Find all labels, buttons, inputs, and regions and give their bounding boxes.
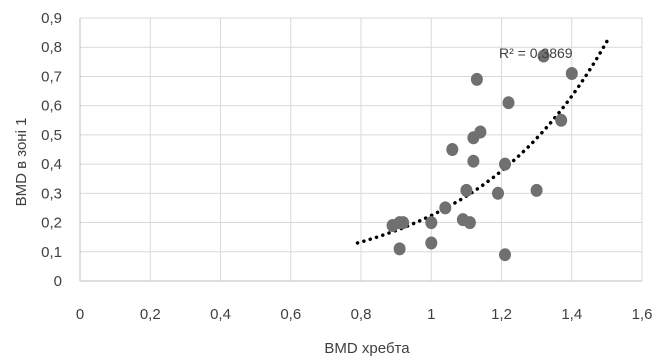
y-axis-title: BMD в зоні 1 xyxy=(13,118,30,207)
data-point xyxy=(492,186,504,200)
y-tick-label: 0,8 xyxy=(41,39,62,56)
y-tick-label: 0 xyxy=(54,273,62,290)
y-tick-label: 0,9 xyxy=(41,10,62,27)
x-tick-label: 0,6 xyxy=(280,306,301,323)
data-point xyxy=(467,154,480,168)
data-point xyxy=(502,96,515,110)
y-tick-label: 0,3 xyxy=(41,185,62,202)
data-point xyxy=(565,67,578,80)
x-tick-label: 1 xyxy=(427,306,435,323)
data-point xyxy=(499,157,511,171)
x-tick-label: 1,2 xyxy=(491,306,512,323)
x-tick-label: 0,2 xyxy=(140,306,161,323)
data-point xyxy=(393,242,406,256)
y-tick-label: 0,5 xyxy=(41,127,62,144)
trendline-group xyxy=(355,39,609,245)
data-point xyxy=(530,183,543,197)
y-tick-label: 0,4 xyxy=(41,156,62,173)
y-tick-label: 0,2 xyxy=(41,215,62,232)
x-tick-label: 0 xyxy=(76,306,84,323)
y-tick-label: 0,7 xyxy=(41,68,62,85)
x-axis-title: BMD хребта xyxy=(324,340,410,357)
data-point xyxy=(460,183,473,197)
data-point xyxy=(425,216,438,230)
data-point xyxy=(499,248,511,262)
data-point xyxy=(425,236,438,250)
data-point xyxy=(555,113,568,127)
data-point xyxy=(470,72,483,86)
x-tick-label: 1,4 xyxy=(561,306,582,323)
data-point xyxy=(537,49,550,63)
grid-lines xyxy=(79,17,643,282)
y-tick-labels: 0 0,1 0,2 0,3 0,4 0,5 0,6 0,7 0,8 0,9 xyxy=(41,10,62,290)
y-tick-label: 0,1 xyxy=(41,244,62,261)
data-point xyxy=(474,125,487,139)
x-tick-label: 1,6 xyxy=(632,306,653,323)
data-point xyxy=(446,143,459,156)
data-points xyxy=(386,49,578,262)
x-tick-label: 0,4 xyxy=(210,306,231,323)
x-tick-label: 0,8 xyxy=(351,306,372,323)
trendline xyxy=(355,39,609,245)
x-tick-labels: 0 0,2 0,4 0,6 0,8 1 1,2 1,4 1,6 xyxy=(76,306,653,323)
r-squared-annotation: R² = 0,3869 xyxy=(499,45,573,61)
data-point xyxy=(463,216,476,230)
data-point xyxy=(397,216,410,230)
y-tick-label: 0,6 xyxy=(41,98,62,115)
data-point xyxy=(439,201,452,215)
